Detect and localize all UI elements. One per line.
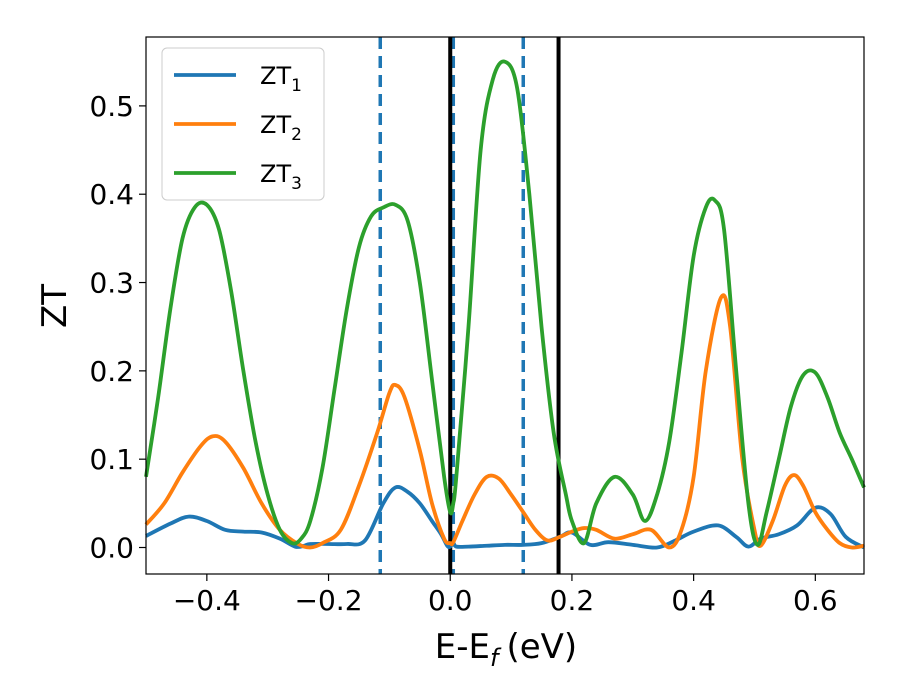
y-tick-label: 0.1 [89, 443, 134, 476]
x-tick-label: 0.2 [550, 584, 595, 617]
legend-label-zt2: ZT2 [260, 111, 302, 145]
legend: ZT1 ZT2 ZT3 [161, 47, 325, 201]
y-tick-label: 0.3 [89, 267, 134, 300]
legend-label-zt1: ZT1 [260, 62, 302, 96]
y-axis-label: ZT [35, 284, 75, 328]
series-line-zt3 [144, 59, 866, 547]
x-axis-label: E-Ef (eV) [435, 627, 577, 672]
vertical-reference-lines [378, 37, 561, 574]
series-lines [144, 59, 866, 550]
legend-label-zt3: ZT3 [260, 160, 302, 194]
x-tick-label: −0.4 [173, 584, 241, 617]
x-tick-label: 0.4 [671, 584, 716, 617]
y-tick-label: 0.4 [89, 178, 134, 211]
y-axis-ticks: 0.0 0.1 0.2 0.3 0.4 0.5 [89, 90, 146, 565]
x-tick-label: −0.2 [295, 584, 363, 617]
y-tick-label: 0.5 [89, 90, 134, 123]
legend-box [161, 47, 325, 201]
plot-frame [145, 36, 865, 575]
y-tick-label: 0.2 [89, 355, 134, 388]
x-tick-label: 0.6 [793, 584, 838, 617]
x-tick-label: 0.0 [428, 584, 473, 617]
series-line-zt1 [145, 485, 865, 550]
y-tick-label: 0.0 [89, 532, 134, 565]
x-axis-ticks: −0.4 −0.2 0.0 0.2 0.4 0.6 [173, 574, 838, 617]
